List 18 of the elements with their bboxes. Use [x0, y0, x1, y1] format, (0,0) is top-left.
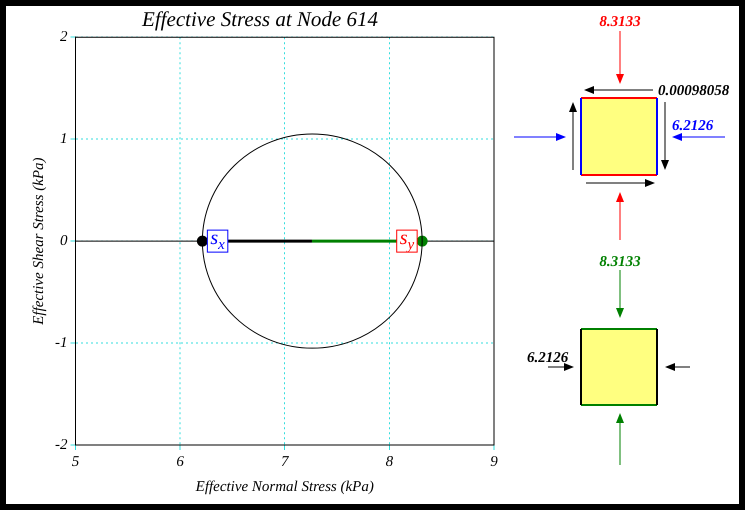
- y-tick-label: 2: [60, 29, 68, 46]
- x-tick-label: 6: [176, 454, 184, 470]
- text: 8.3133: [599, 254, 642, 270]
- chart-title: Effective Stress at Node 614: [140, 7, 378, 32]
- y-tick-label: -2: [54, 436, 68, 453]
- text: 6.2126: [672, 118, 714, 134]
- y-tick-label: -1: [54, 334, 68, 351]
- text: 8.3133: [599, 14, 642, 30]
- y-axis-title: Effective Shear Stress (kPa): [30, 157, 47, 326]
- x-axis-title: Effective Normal Stress (kPa): [194, 478, 374, 495]
- x-tick-label: 8: [386, 454, 394, 470]
- y-tick-label: 0: [60, 233, 68, 250]
- x-tick-label: 9: [490, 454, 498, 470]
- text: 0.00098058: [658, 83, 730, 99]
- text: 6.2126: [527, 350, 569, 366]
- x-tick-label: 7: [281, 454, 290, 470]
- y-tick-label: 1: [60, 131, 68, 148]
- x-tick-label: 5: [72, 454, 80, 470]
